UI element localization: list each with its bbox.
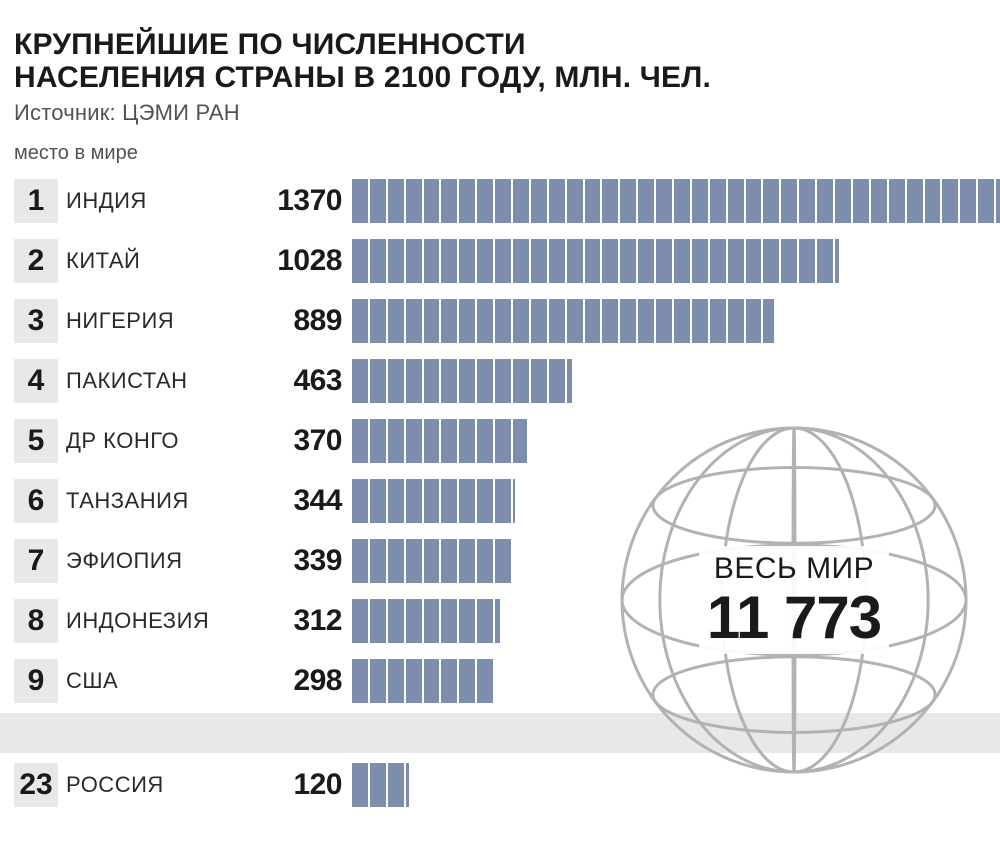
population-value: 339 [254,544,344,578]
title: КРУПНЕЙШИЕ ПО ЧИСЛЕННОСТИ НАСЕЛЕНИЯ СТРА… [14,28,986,94]
population-value: 1028 [254,244,344,278]
country-name: ДР КОНГО [66,428,246,454]
country-name: ИНДИЯ [66,188,246,214]
rank-badge: 1 [14,179,58,223]
world-total-value: 11 773 [707,588,881,648]
table-row: 4 ПАКИСТАН 463 [14,351,986,411]
country-name: КИТАЙ [66,248,246,274]
rank-badge: 23 [14,763,58,807]
population-value: 889 [254,304,344,338]
country-name: ЭФИОПИЯ [66,548,246,574]
population-value: 312 [254,604,344,638]
bar [352,239,839,283]
bar-cell [352,239,986,283]
bar [352,359,572,403]
world-total-label: ВЕСЬ МИР [707,552,881,586]
population-value: 1370 [254,184,344,218]
bar-cell [352,299,986,343]
table-row: 1 ИНДИЯ 1370 [14,171,986,231]
bar [352,179,1000,223]
world-total-text: ВЕСЬ МИР 11 773 [699,546,889,654]
country-name: ИНДОНЕЗИЯ [66,608,246,634]
bar [352,479,515,523]
country-name: ПАКИСТАН [66,368,246,394]
infographic-root: КРУПНЕЙШИЕ ПО ЧИСЛЕННОСТИ НАСЕЛЕНИЯ СТРА… [0,0,1000,850]
rank-badge: 5 [14,419,58,463]
title-line-1: КРУПНЕЙШИЕ ПО ЧИСЛЕННОСТИ [14,28,986,61]
title-line-2: НАСЕЛЕНИЯ СТРАНЫ В 2100 ГОДУ, МЛН. ЧЕЛ. [14,61,986,94]
country-name: ТАНЗАНИЯ [66,488,246,514]
population-value: 298 [254,664,344,698]
rank-badge: 7 [14,539,58,583]
population-value: 463 [254,364,344,398]
population-value: 370 [254,424,344,458]
rank-badge: 2 [14,239,58,283]
country-name: НИГЕРИЯ [66,308,246,334]
table-row: 2 КИТАЙ 1028 [14,231,986,291]
table-row: 3 НИГЕРИЯ 889 [14,291,986,351]
rank-badge: 8 [14,599,58,643]
bar-cell [352,359,986,403]
bar-cell [352,179,986,223]
world-total-globe: ВЕСЬ МИР 11 773 [614,420,974,780]
population-value: 120 [254,768,344,802]
bar [352,299,774,343]
country-name: РОССИЯ [66,772,246,798]
bar [352,419,527,463]
rank-badge: 6 [14,479,58,523]
bar [352,599,500,643]
country-name: США [66,668,246,694]
rank-badge: 4 [14,359,58,403]
rank-badge: 3 [14,299,58,343]
rank-badge: 9 [14,659,58,703]
bar [352,763,409,807]
bar [352,539,511,583]
bar [352,659,493,703]
population-value: 344 [254,484,344,518]
source-label: Источник: ЦЭМИ РАН [14,100,986,126]
rank-column-header: место в мире [14,142,986,165]
